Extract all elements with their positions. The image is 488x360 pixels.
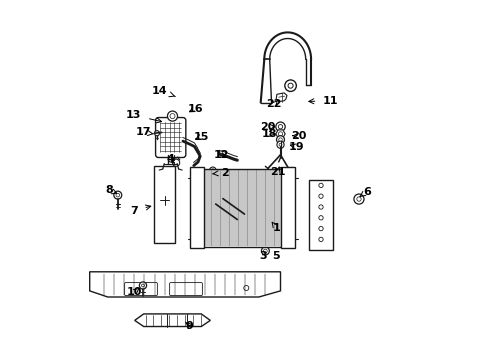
FancyBboxPatch shape xyxy=(153,166,175,243)
Circle shape xyxy=(276,136,284,144)
Circle shape xyxy=(154,131,159,136)
Text: 13: 13 xyxy=(126,110,161,123)
Circle shape xyxy=(318,205,323,209)
Text: 7: 7 xyxy=(130,205,150,216)
Circle shape xyxy=(278,138,282,141)
Polygon shape xyxy=(275,130,285,138)
Circle shape xyxy=(276,141,284,148)
Bar xyxy=(203,169,280,247)
Circle shape xyxy=(318,237,323,242)
Circle shape xyxy=(116,193,120,197)
Circle shape xyxy=(170,114,175,119)
Text: 9: 9 xyxy=(185,321,193,331)
Circle shape xyxy=(209,167,216,174)
Circle shape xyxy=(141,284,144,287)
FancyBboxPatch shape xyxy=(169,283,202,296)
Text: 19: 19 xyxy=(288,142,304,152)
Text: 20: 20 xyxy=(259,122,275,132)
Text: 20: 20 xyxy=(290,131,305,141)
Polygon shape xyxy=(134,314,210,327)
Text: 2: 2 xyxy=(212,168,228,178)
Circle shape xyxy=(244,285,248,291)
FancyBboxPatch shape xyxy=(124,283,157,296)
Circle shape xyxy=(275,122,285,131)
Text: 10: 10 xyxy=(126,287,142,297)
Text: 18: 18 xyxy=(261,129,276,139)
Text: 17: 17 xyxy=(135,127,153,138)
Text: 5: 5 xyxy=(271,251,279,261)
Polygon shape xyxy=(89,272,280,297)
Circle shape xyxy=(318,226,323,231)
Circle shape xyxy=(172,159,179,166)
Text: 12: 12 xyxy=(213,150,228,160)
Circle shape xyxy=(261,247,269,255)
Text: 11: 11 xyxy=(308,96,338,106)
Text: 8: 8 xyxy=(105,185,117,195)
Circle shape xyxy=(356,197,361,201)
Circle shape xyxy=(279,143,282,146)
Text: 14: 14 xyxy=(151,86,175,97)
Text: 21: 21 xyxy=(269,167,285,177)
Circle shape xyxy=(211,169,214,172)
Circle shape xyxy=(114,191,122,199)
Circle shape xyxy=(284,80,296,91)
Bar xyxy=(280,167,294,248)
Text: 3: 3 xyxy=(259,251,266,261)
Circle shape xyxy=(263,249,266,253)
Circle shape xyxy=(318,216,323,220)
Text: 1: 1 xyxy=(272,222,280,233)
Circle shape xyxy=(278,132,282,136)
Circle shape xyxy=(278,125,282,129)
Circle shape xyxy=(353,194,363,204)
Polygon shape xyxy=(276,93,286,102)
Bar xyxy=(190,167,204,248)
Text: 4: 4 xyxy=(166,154,174,164)
Text: 22: 22 xyxy=(266,99,281,109)
Circle shape xyxy=(318,183,323,188)
Circle shape xyxy=(287,83,292,88)
Circle shape xyxy=(139,282,146,289)
Text: 6: 6 xyxy=(359,186,370,197)
Text: 16: 16 xyxy=(187,104,203,114)
Text: 15: 15 xyxy=(193,132,208,142)
FancyBboxPatch shape xyxy=(155,118,185,158)
FancyBboxPatch shape xyxy=(309,180,332,250)
Circle shape xyxy=(167,111,177,121)
Circle shape xyxy=(318,194,323,198)
